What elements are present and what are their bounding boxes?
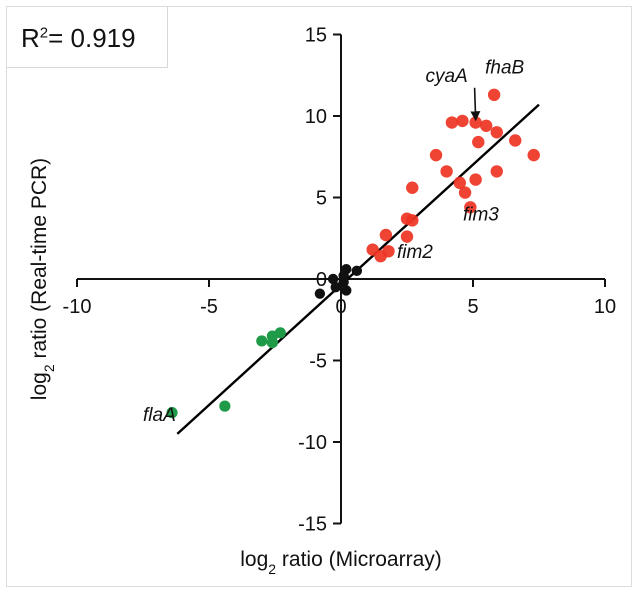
x-tick-label: 10 (594, 296, 616, 318)
x-tick-label: 5 (467, 296, 478, 318)
data-point-down (166, 407, 178, 419)
data-point-up (456, 114, 469, 128)
gene-label-cyaA: cyaA (425, 66, 467, 87)
y-tick-label: -5 (309, 351, 327, 373)
data-point-down (219, 400, 231, 412)
data-point-up (487, 88, 501, 102)
data-point-up (509, 134, 522, 147)
data-point-up (527, 148, 540, 162)
data-point-neutral (341, 285, 352, 296)
data-point-up (472, 135, 485, 149)
gene-label-fim2: fim2 (397, 242, 433, 263)
data-point-up (469, 173, 482, 186)
data-point-up (406, 214, 419, 227)
data-point-up (440, 165, 453, 178)
data-point-up (464, 201, 477, 214)
data-point-up (400, 230, 414, 243)
x-axis-title: log2 ratio (Microarray) (240, 548, 442, 577)
data-point-neutral (327, 273, 339, 285)
gene-label-fim3: fim3 (463, 204, 499, 225)
y-tick-label: 5 (316, 188, 327, 210)
r2-box: R2= 0.919 (7, 7, 168, 68)
y-tick-label: 0 (316, 269, 327, 291)
y-tick-label: -10 (298, 432, 327, 454)
data-points (166, 88, 540, 419)
data-point-up (480, 119, 493, 132)
y-tick-label: 10 (305, 106, 327, 128)
data-point-neutral (330, 281, 341, 293)
annotations: fhaB cyaA fim3 fim2 flaA (143, 58, 525, 426)
data-point-up (406, 181, 419, 194)
data-point-down (256, 335, 268, 347)
r2-value: R2= 0.919 (21, 23, 136, 53)
annotation-arrow (470, 87, 481, 122)
data-point-up (490, 126, 503, 139)
data-point-up (490, 165, 503, 178)
x-tick-label: 0 (335, 296, 346, 318)
data-point-neutral (338, 277, 349, 288)
y-tick-label: 15 (305, 25, 327, 47)
data-point-up (445, 116, 459, 129)
y-ticks: -15 -10 -5 0 5 10 15 (298, 25, 341, 536)
data-point-neutral (314, 288, 326, 299)
gene-label-fhaB: fhaB (485, 58, 524, 79)
data-point-up (453, 176, 466, 190)
data-point-up (374, 249, 387, 263)
x-tick-label: -5 (200, 296, 218, 318)
gene-label-flaA: flaA (143, 405, 176, 426)
data-point-neutral (351, 265, 363, 277)
y-tick-label: -15 (298, 514, 327, 536)
x-tick-label: -10 (63, 296, 92, 318)
data-point-down (266, 336, 278, 349)
y-axis-title: log2 ratio (Real-time PCR) (28, 158, 57, 400)
data-point-up (379, 228, 393, 242)
data-point-up (429, 148, 443, 162)
x-ticks: -10 -5 0 5 10 (63, 279, 616, 318)
data-point-up (458, 186, 472, 199)
